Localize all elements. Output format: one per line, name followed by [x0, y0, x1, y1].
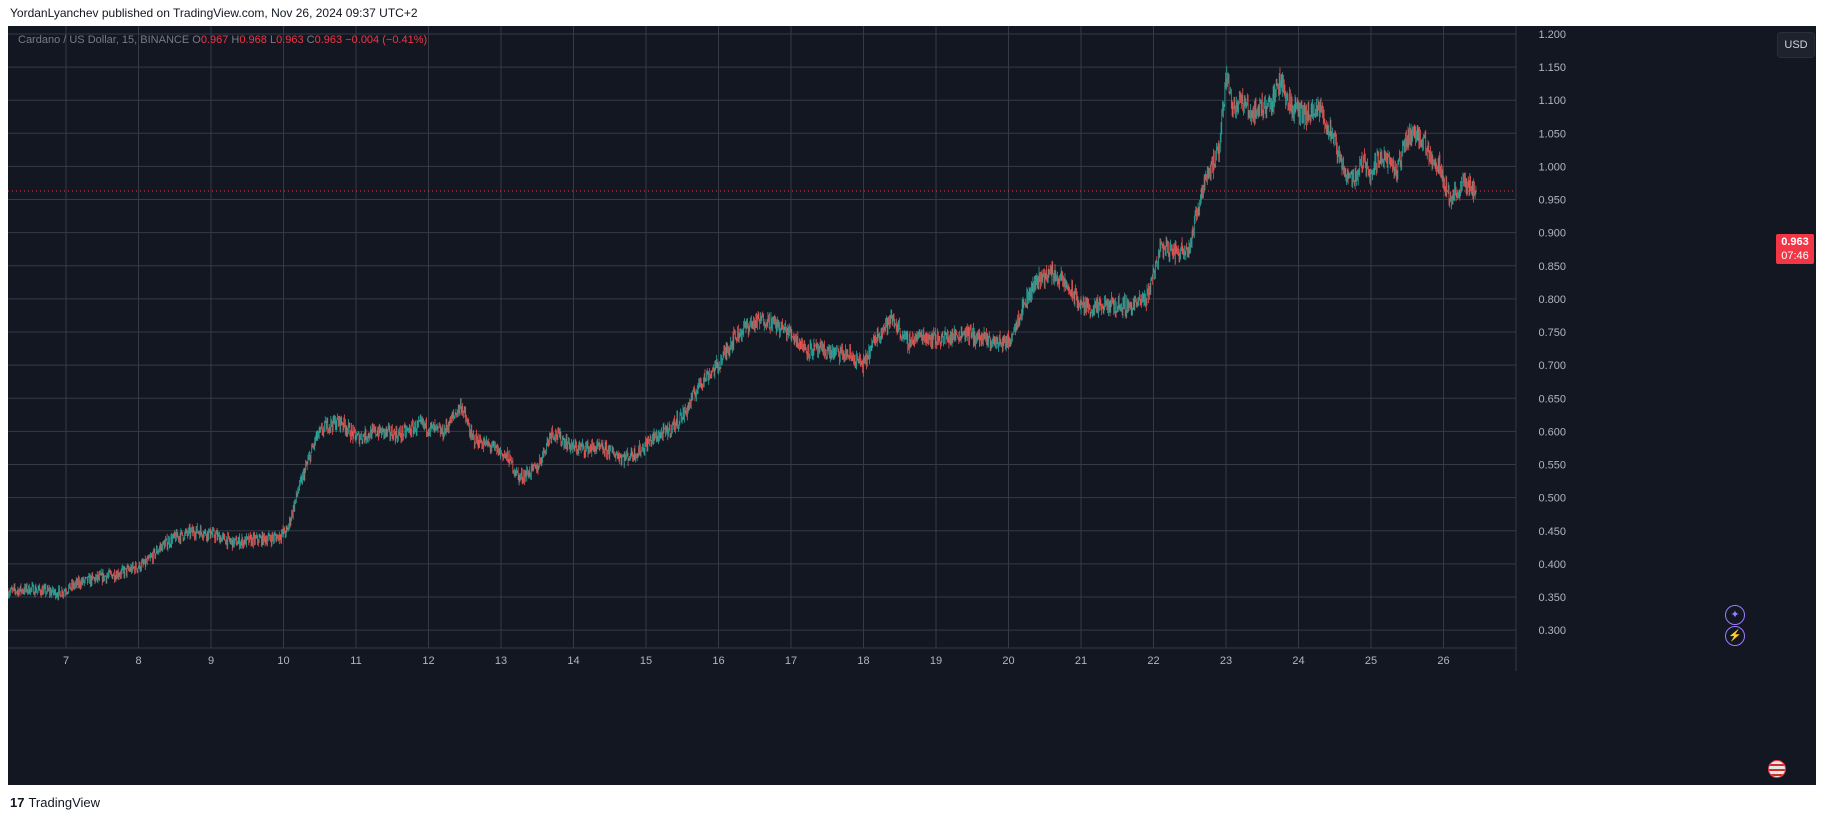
x-tick-label: 16	[712, 655, 724, 667]
x-tick-label: 12	[422, 655, 434, 667]
close-label: C	[306, 34, 315, 46]
x-tick-label: 21	[1075, 655, 1087, 667]
symbol-legend: Cardano / US Dollar, 15, BINANCE O0.967 …	[18, 34, 427, 46]
tradingview-logo-icon: 17	[10, 795, 25, 810]
x-tick-label: 23	[1220, 655, 1232, 667]
last-price-tag: 0.963 07:46	[1776, 234, 1814, 264]
y-tick-label: 0.650	[1538, 393, 1566, 405]
y-tick-label: 1.050	[1538, 128, 1566, 140]
brand-label: TradingView	[28, 795, 101, 810]
lightning-icon[interactable]: ⚡	[1725, 626, 1745, 646]
change-value: −0.004 (−0.41%)	[345, 34, 428, 46]
y-tick-label: 0.600	[1538, 426, 1566, 438]
publisher-caption: YordanLyanchev published on TradingView.…	[10, 6, 418, 20]
y-tick-label: 0.700	[1538, 360, 1566, 372]
x-tick-label: 7	[63, 655, 69, 667]
tradingview-brand[interactable]: 17 TradingView	[10, 793, 100, 813]
y-tick-label: 0.900	[1538, 228, 1566, 240]
symbol-title: Cardano / US Dollar, 15, BINANCE	[18, 34, 190, 46]
x-tick-label: 25	[1365, 655, 1377, 667]
y-tick-label: 0.450	[1538, 526, 1566, 538]
y-tick-label: 1.150	[1538, 62, 1566, 74]
open-label: O	[192, 34, 201, 46]
x-tick-label: 10	[277, 655, 289, 667]
x-tick-label: 22	[1147, 655, 1159, 667]
x-tick-label: 15	[640, 655, 652, 667]
high-value: 0.968	[239, 34, 267, 46]
y-tick-label: 0.800	[1538, 294, 1566, 306]
close-value: 0.963	[314, 34, 343, 46]
low-value: 0.963	[276, 34, 304, 46]
y-tick-label: 1.100	[1538, 95, 1566, 107]
currency-button[interactable]: USD	[1777, 32, 1815, 58]
x-tick-label: 14	[567, 655, 579, 667]
y-tick-label: 0.550	[1538, 460, 1566, 472]
x-tick-label: 17	[785, 655, 797, 667]
x-tick-label: 19	[930, 655, 942, 667]
x-tick-label: 13	[495, 655, 507, 667]
x-tick-label: 18	[857, 655, 869, 667]
y-tick-label: 1.200	[1538, 29, 1566, 41]
y-tick-label: 0.750	[1538, 327, 1566, 339]
flag-icon[interactable]	[1768, 760, 1786, 778]
open-value: 0.967	[200, 34, 229, 46]
x-tick-label: 26	[1437, 655, 1449, 667]
x-tick-label: 24	[1292, 655, 1304, 667]
y-tick-label: 0.400	[1538, 559, 1566, 571]
x-tick-label: 8	[135, 655, 141, 667]
low-label: L	[269, 34, 277, 46]
sparkle-icon[interactable]: ✦	[1725, 605, 1745, 625]
y-tick-label: 1.000	[1538, 161, 1566, 173]
high-label: H	[231, 34, 240, 46]
y-tick-label: 0.500	[1538, 493, 1566, 505]
y-tick-label: 0.350	[1538, 592, 1566, 604]
y-tick-label: 0.300	[1538, 625, 1566, 637]
y-tick-label: 0.850	[1538, 261, 1566, 273]
y-tick-label: 0.950	[1538, 195, 1566, 207]
x-tick-label: 11	[350, 655, 361, 667]
x-tick-label: 9	[208, 655, 214, 667]
bar-countdown: 07:46	[1781, 250, 1809, 262]
price-chart[interactable]: 0.300 0.350 0.400 0.450 0.500 0.550 0.600 0.650…	[8, 26, 1816, 785]
chart-panel[interactable]: 0.300 0.350 0.400 0.450 0.500 0.550 0.600 0.650…	[8, 26, 1816, 785]
last-price-value: 0.963	[1781, 236, 1809, 248]
x-tick-label: 20	[1002, 655, 1014, 667]
